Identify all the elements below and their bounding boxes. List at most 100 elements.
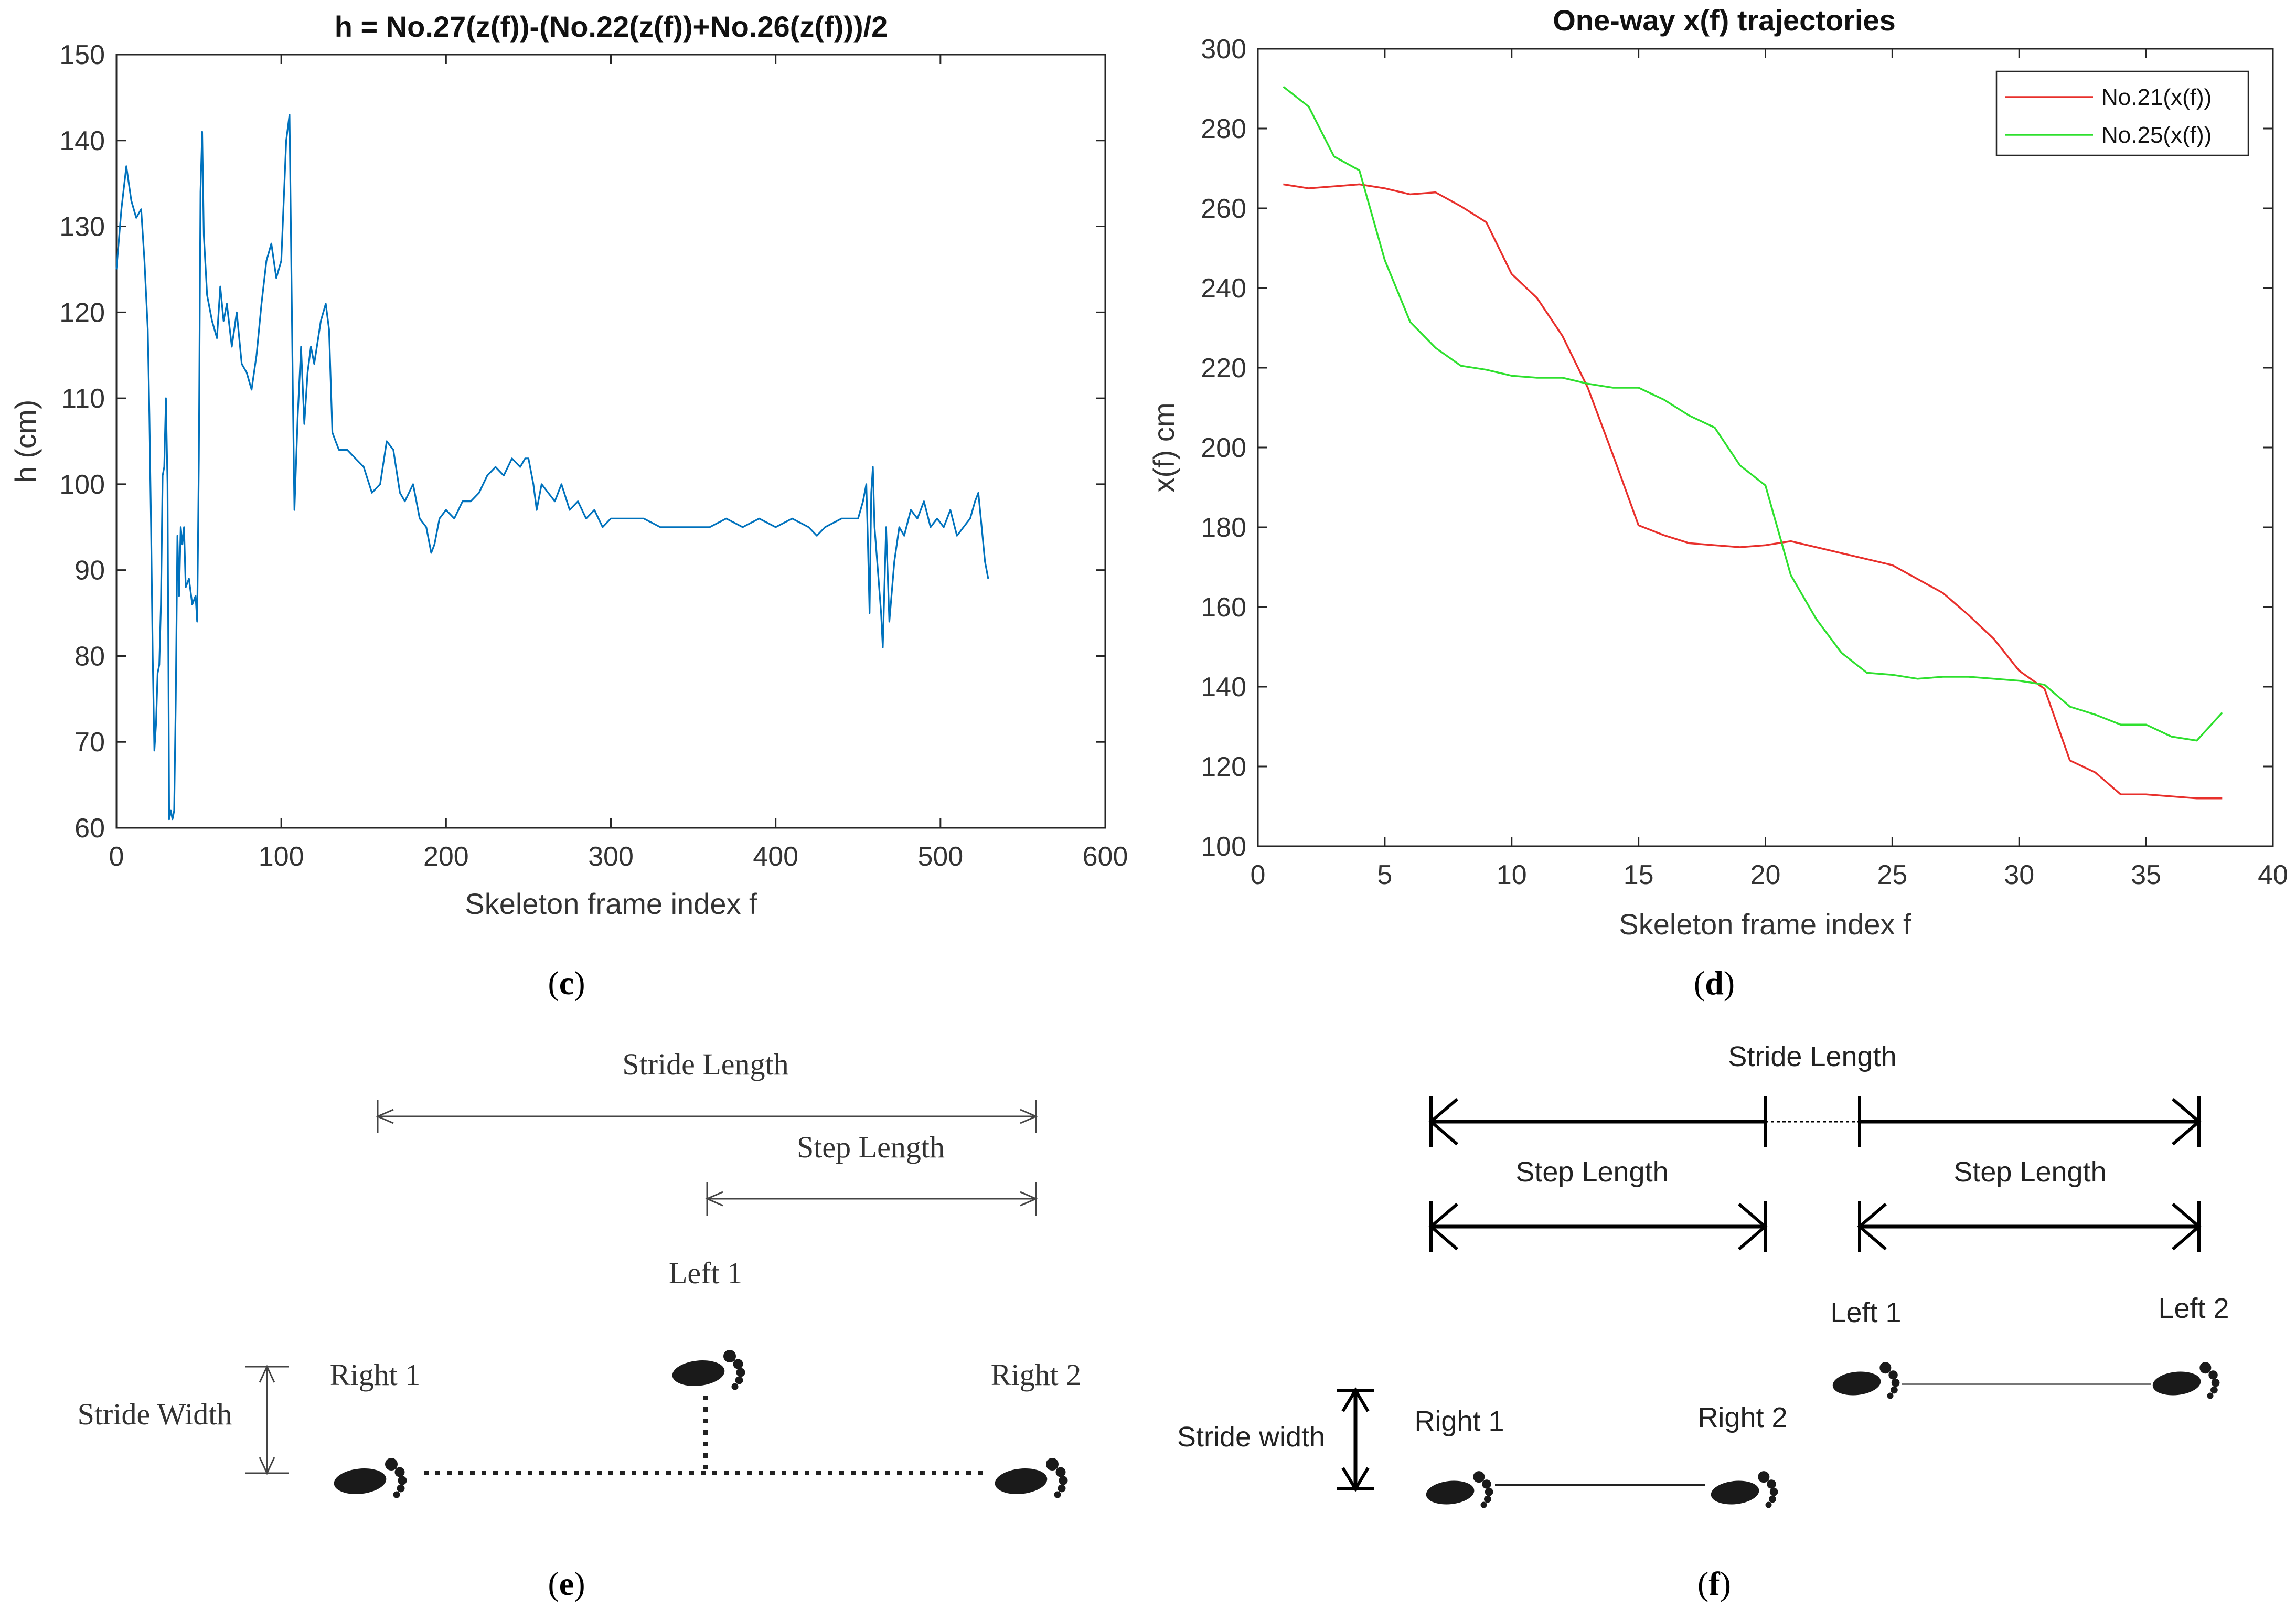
x-tick-label: 0 [109,842,124,872]
footprint-icon [1710,1471,1778,1508]
plot-area [115,54,1106,829]
plot-area [1257,48,2274,847]
x-tick-label: 600 [1083,842,1128,872]
arrowhead-left [1428,1202,1458,1251]
caption-c: (c) [548,964,585,1002]
x-tick-label: 10 [1497,860,1527,890]
x-axis: 0 5 10 15 20 25 30 35 40 [1251,49,2288,890]
legend: No.21(x(f)) No.25(x(f)) [1995,70,2249,156]
x-tick-label: 0 [1251,860,1266,890]
arrowhead-right [2172,1098,2202,1146]
y-tick-label: 110 [61,384,105,414]
y-tick-label: 100 [59,470,105,500]
step-length-label-b: Step Length [1953,1156,2106,1188]
y-tick-label: 100 [1201,832,1246,862]
right2-label: Right 2 [991,1358,1081,1392]
chart-title: One-way x(f) trajectories [1553,4,1896,37]
x-tick-label: 400 [753,842,798,872]
footprint-icon [333,1458,407,1498]
footprint-icon [2151,1362,2220,1399]
footprint-icon [994,1458,1068,1498]
series-line-no21 [1283,183,2223,800]
y-tick-label: 80 [74,641,105,672]
x-tick-label: 500 [917,842,963,872]
arrowhead-right [1020,1191,1038,1207]
y-tick-label: 240 [1201,273,1246,304]
right1-label: Right 1 [1414,1405,1504,1437]
legend-box [1995,70,2249,156]
footprint-icon [1831,1362,1900,1399]
y-tick-label: 90 [74,556,105,586]
x-tick-label: 25 [1877,860,1907,890]
y-tick-label: 280 [1201,114,1246,144]
series-line-no25 [1283,86,2223,742]
stride-width-label: Stride Width [78,1397,232,1431]
arrowhead-down [1341,1467,1370,1492]
arrowhead-right [1738,1202,1768,1251]
arrowhead-left [376,1109,394,1124]
y-axis-label: x(f) cm [1147,402,1180,492]
gait-diagram-e: Stride Length Step Length Left 1 Right 1… [78,1047,1081,1498]
y-tick-label: 130 [59,212,105,242]
footprint-icon [671,1350,745,1390]
y-tick-label: 120 [59,297,105,328]
right2-label: Right 2 [1697,1402,1787,1433]
stride-width-label: Stride width [1177,1421,1325,1453]
x-axis-label: Skeleton frame index f [1619,908,1911,941]
stride-length-label: Stride Length [622,1047,788,1081]
arrowhead-left [1428,1098,1458,1146]
y-tick-label: 70 [74,727,105,758]
arrowhead-up [1341,1387,1370,1412]
legend-label-no21: No.21(x(f)) [2101,84,2212,110]
arrowhead-right [2172,1202,2202,1251]
gait-diagram-f: Stride Length Step Length Step Length Le… [1177,1041,2229,1508]
y-tick-label: 300 [1201,34,1246,65]
x-tick-label: 15 [1624,860,1654,890]
y-tick-label: 150 [59,40,105,70]
y-tick-label: 140 [59,126,105,156]
chart-title: h = No.27(z(f))-(No.22(z(f))+No.26(z(f))… [335,10,888,43]
left2-label: Left 2 [2158,1293,2229,1324]
caption-d: (d) [1694,964,1735,1002]
x-tick-label: 5 [1377,860,1392,890]
chart-c: h = No.27(z(f))-(No.22(z(f))+No.26(z(f))… [9,10,1128,920]
y-tick-label: 120 [1201,752,1246,782]
legend-label-no25: No.25(x(f)) [2101,122,2212,148]
arrowhead-left [705,1191,723,1207]
y-tick-label: 60 [74,813,105,844]
arrowhead-right [1020,1109,1038,1124]
caption-e: (e) [548,1565,585,1602]
y-axis: 100 120 140 160 180 200 220 240 260 280 300 [1201,34,2273,862]
caption-f: (f) [1697,1565,1731,1602]
x-tick-label: 35 [2131,860,2161,890]
chart-d: One-way x(f) trajectories 10012014016018… [1147,4,2288,941]
y-axis: 60 70 80 90 100 110 120 130 140 150 [59,40,1105,844]
y-tick-label: 160 [1201,592,1246,623]
series-line-h [115,114,989,821]
x-tick-label: 300 [588,842,634,872]
footprint-icon [1425,1471,1493,1508]
step-length-label: Step Length [797,1130,945,1164]
right1-label: Right 1 [330,1358,420,1392]
x-axis-label: Skeleton frame index f [465,887,757,920]
x-tick-label: 40 [2258,860,2288,890]
stride-length-label: Stride Length [1728,1041,1896,1072]
y-tick-label: 220 [1201,353,1246,384]
y-axis-label: h (cm) [9,400,42,483]
x-tick-label: 100 [259,842,304,872]
x-tick-label: 30 [2004,860,2034,890]
arrowhead-down [259,1457,275,1475]
left1-label: Left 1 [669,1256,742,1290]
left1-label: Left 1 [1830,1297,1901,1328]
y-tick-label: 200 [1201,433,1246,463]
step-length-label-a: Step Length [1515,1156,1668,1188]
y-tick-label: 180 [1201,513,1246,543]
y-tick-label: 140 [1201,672,1246,702]
x-tick-label: 20 [1750,860,1781,890]
x-axis: 0 100 200 300 400 500 600 [109,55,1128,872]
arrowhead-left [1857,1202,1887,1251]
x-tick-label: 200 [423,842,469,872]
y-tick-label: 260 [1201,194,1246,224]
arrowhead-up [259,1365,275,1383]
